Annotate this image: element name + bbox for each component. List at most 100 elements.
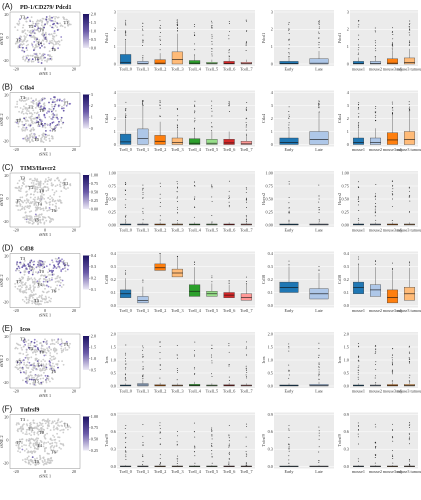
outlier-point [245,281,247,282]
tsne-cell [43,221,46,224]
outlier-point [318,24,320,26]
outlier-point [375,263,376,265]
outlier-point [391,362,393,364]
tsne-cell [44,365,46,368]
tsne-cell [30,423,32,426]
outlier-point [228,52,230,54]
outlier-point [358,210,360,211]
tsne-cell [16,202,18,205]
y-tick: 2 [347,27,349,32]
tsne-cell [51,338,53,341]
outlier-point [318,20,320,22]
tsne-cell [51,199,54,201]
tsne-cell [45,442,47,444]
outlier-point [409,190,411,192]
outlier-point [193,121,195,123]
tsne-cell [56,280,59,283]
outlier-point [288,124,290,126]
outlier-point [374,353,376,355]
tsne-cell [20,361,23,364]
tsne-cell [22,43,25,45]
outlier-point [228,206,230,208]
tsne-cell [49,124,51,127]
y-tick: 0.00 [108,222,115,227]
outlier-point [228,111,230,112]
outlier-point [409,195,411,197]
outlier-point [211,122,213,124]
tsne-cell [29,215,32,218]
tsne-cell [18,110,20,113]
tsne-cell [30,290,33,292]
outlier-point [318,438,320,440]
outlier-point [409,362,410,364]
tsne-cell [24,458,27,461]
x-tick: Tcell_6 [223,308,236,313]
outlier-point [193,54,195,56]
tsne-cell [64,342,67,345]
tsne-cell [24,129,26,132]
tsne-cell [40,264,42,267]
x-tick: Late [315,469,323,474]
outlier-point [211,360,213,362]
tsne-cell [17,23,20,26]
outlier-point [142,100,144,102]
outlier-point [245,374,247,376]
tsne-cell [43,367,46,369]
outlier-point [245,218,247,220]
outlier-point [142,366,144,368]
tsne-cell [60,190,63,193]
tsne-cell [49,380,51,383]
tsne-cell [49,198,51,201]
tsne-cell [42,183,45,185]
tsne-cell [36,280,39,283]
tsne-cell [19,35,22,38]
tsne-cell [16,41,19,44]
outlier-point [124,189,126,191]
tsne-cell [44,207,47,210]
tsne-cell [23,273,26,276]
tsne-cell [50,459,53,462]
tsne-cell [15,423,18,426]
outlier-point [408,107,410,109]
tsne-cell [21,445,23,448]
tsne-x-tick: 20 [72,469,76,474]
tsne-cell [53,191,56,194]
tsne-cell [20,46,22,49]
tsne-cell [53,40,56,42]
tsne-cell [37,433,40,436]
tsne-cell [27,110,30,112]
tsne-cell [40,364,43,367]
outlier-point [409,381,411,383]
tsne-cell [54,41,57,43]
tsne-cell [36,116,38,119]
cluster-label: T4 [37,40,43,45]
tsne-cell [21,56,24,59]
tsne-cell [41,218,44,221]
x-tick: mouse3 adj [383,147,402,152]
y-tick: 3 [114,103,116,108]
x-tick: mouse3 adj [383,67,402,72]
tsne-cell [20,347,23,349]
tsne-cell [27,374,30,377]
outlier-point [245,276,247,278]
tsne-cells [14,15,72,64]
tsne-cell [21,43,24,46]
tsne-cell [30,128,33,131]
outlier-point [408,43,410,45]
tsne-cell [40,374,43,377]
tsne-cell [20,429,23,432]
tsne-cell [22,126,25,129]
outlier-point [358,106,359,108]
outlier-point [375,260,376,262]
tsne-cell [43,26,45,29]
outlier-point [392,369,394,371]
outlier-point [391,371,393,373]
outlier-point [409,464,411,466]
tsne-cell [39,368,42,370]
outlier-point [392,269,393,270]
outlier-point [358,44,360,46]
tsne-cell [39,118,41,121]
tsne-cell [59,200,61,202]
tsne-cell [42,207,45,210]
tsne-cell [51,442,54,444]
